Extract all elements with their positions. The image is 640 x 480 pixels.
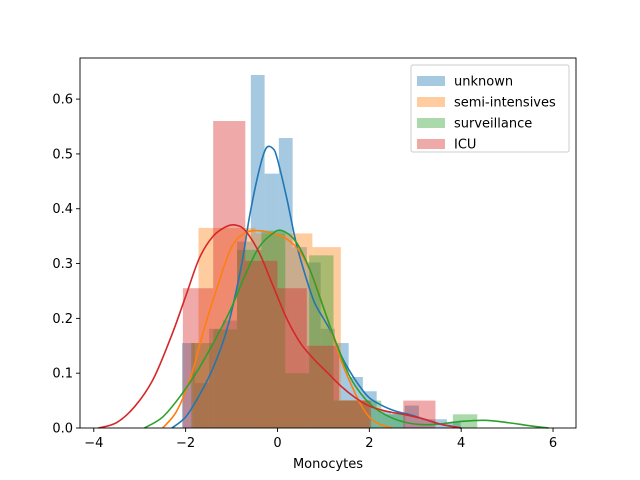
x-tick-label: 6: [549, 436, 557, 451]
bar-unknown-1: [194, 383, 210, 428]
bar-surveillance-8: [381, 414, 406, 428]
bar-ICU-1: [213, 121, 246, 428]
y-tick-label: 0.5: [52, 147, 73, 162]
bar-surveillance-5: [309, 255, 334, 428]
legend-box: [410, 64, 570, 153]
legend-swatch-ICU: [417, 139, 445, 149]
bar-unknown-4: [237, 241, 251, 428]
bar-surveillance-2: [237, 249, 262, 428]
bar-surveillance-3: [261, 230, 286, 428]
bar-unknown-19: [446, 422, 461, 428]
y-tick-label: 0.4: [52, 202, 73, 217]
x-tick-label: 4: [457, 436, 465, 451]
legend-swatch-unknown: [417, 76, 445, 86]
bar-unknown-12: [348, 377, 363, 428]
legend-label-surveillance: surveillance: [454, 117, 532, 132]
kde-line-semi-intensives: [162, 229, 393, 429]
y-axis-ticks: 0.0 0.1 0.2 0.3 0.4 0.5 0.6: [52, 93, 80, 437]
x-tick-label: −2: [176, 436, 195, 451]
x-axis-ticks: −4 −2 0 2 4 6: [84, 428, 557, 451]
bar-surveillance-0: [191, 343, 214, 428]
y-tick-label: 0.3: [52, 257, 73, 272]
x-axis-label: Monocytes: [293, 457, 363, 472]
bar-ICU-2: [245, 260, 278, 428]
bar-unknown-8: [292, 247, 307, 428]
legend: unknown semi-intensives surveillance ICU: [410, 64, 570, 153]
bar-ICU-4: [306, 345, 340, 428]
bar-unknown-17: [418, 419, 433, 428]
legend-label-ICU: ICU: [454, 138, 476, 153]
x-tick-label: 2: [365, 436, 373, 451]
bar-ICU-3: [277, 288, 307, 428]
bar-unknown-3: [222, 320, 238, 428]
bar-semi-intensives-3: [255, 233, 284, 428]
bar-surveillance-6: [333, 400, 358, 428]
plot-frame: [79, 57, 577, 429]
bar-semi-intensives-6: [340, 400, 370, 428]
x-tick-label: 0: [273, 436, 281, 451]
bar-surveillance-4: [285, 373, 310, 428]
y-tick-label: 0.6: [52, 93, 73, 108]
kde-line-surveillance: [143, 229, 549, 429]
bar-semi-intensives-0: [192, 343, 199, 428]
bar-semi-intensives-5: [312, 247, 341, 428]
hist-surveillance: [191, 230, 478, 428]
y-tick-label: 0.2: [52, 312, 73, 327]
bar-unknown-10: [320, 328, 335, 428]
kde-line-ICU: [98, 223, 462, 429]
y-tick-label: 0.0: [52, 422, 73, 437]
bar-ICU-0: [182, 288, 214, 428]
bar-unknown-9: [306, 262, 321, 428]
legend-label-unknown: unknown: [454, 75, 513, 90]
x-tick-label: −4: [84, 436, 103, 451]
y-tick-label: 0.1: [52, 367, 73, 382]
legend-swatch-semi-intensives: [417, 97, 445, 107]
legend-label-semi-intensives: semi-intensives: [454, 96, 556, 111]
legend-swatch-surveillance: [417, 118, 445, 128]
kde-curves: [98, 145, 549, 429]
